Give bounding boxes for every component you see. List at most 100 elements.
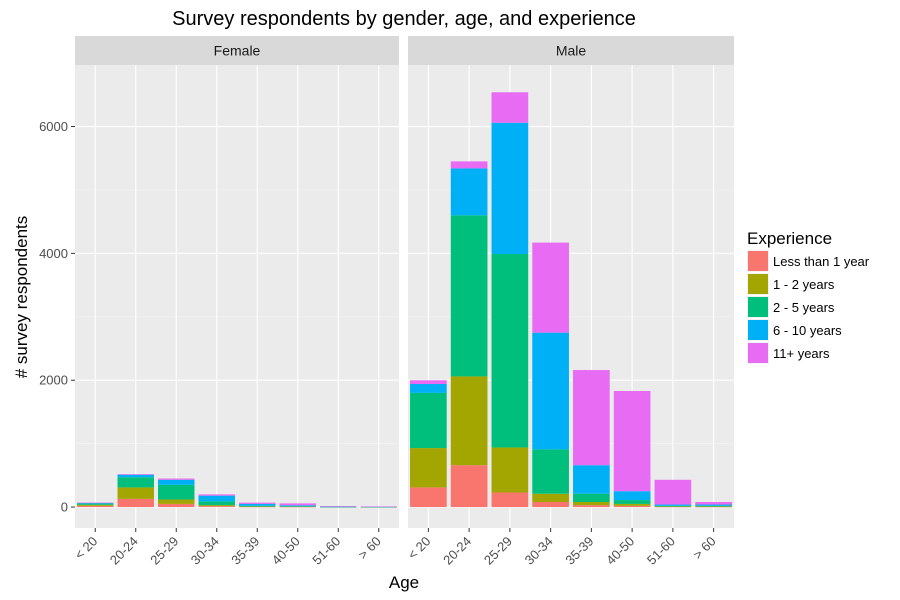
legend-label: 1 - 2 years <box>773 277 835 292</box>
legend-key <box>748 251 768 271</box>
bar-segment-female-1-1 <box>117 487 154 499</box>
x-tick-label: 30-34 <box>522 534 556 568</box>
x-tick-label: 35-39 <box>228 534 262 568</box>
bar-segment-female-4-0 <box>239 506 276 508</box>
bar-segment-male-3-4 <box>532 242 569 333</box>
bar-segment-female-4-3 <box>239 503 276 506</box>
bar-segment-female-1-3 <box>117 474 154 478</box>
bar-segment-male-4-4 <box>573 370 610 466</box>
bar-segment-male-4-1 <box>573 501 610 506</box>
bar-segment-male-6-4 <box>654 479 692 505</box>
bar-segment-female-0-3 <box>77 502 114 504</box>
bar-segment-male-6-2 <box>654 505 692 507</box>
bar-segment-female-3-4 <box>198 494 235 496</box>
bar-segment-male-4-3 <box>573 465 610 494</box>
bar-segment-male-1-1 <box>450 376 488 466</box>
bar-segment-male-6-1 <box>654 506 692 507</box>
bar-segment-male-3-3 <box>532 332 569 450</box>
bar-segment-female-3-1 <box>198 505 235 507</box>
bar-segment-female-1-2 <box>117 477 154 488</box>
bar-segment-female-4-4 <box>239 502 276 504</box>
x-tick-label: 25-29 <box>481 534 515 568</box>
bar-segment-male-7-2 <box>695 505 732 507</box>
bar-segment-female-2-4 <box>158 478 195 480</box>
x-tick-label: 35-39 <box>562 534 596 568</box>
bar-segment-female-0-0 <box>77 505 114 508</box>
bar-segment-male-7-3 <box>695 504 732 506</box>
x-tick-label: > 60 <box>690 534 719 563</box>
bar-segment-female-2-0 <box>158 503 195 508</box>
legend-key <box>748 297 768 317</box>
bar-segment-female-3-0 <box>198 506 235 508</box>
facet-strip <box>408 36 734 65</box>
bar-segment-male-4-2 <box>573 493 610 502</box>
bar-segment-male-3-1 <box>532 493 569 502</box>
x-tick-label: 20-24 <box>440 534 474 568</box>
legend-label: 11+ years <box>773 346 830 361</box>
legend-key <box>748 320 768 340</box>
bar-segment-female-5-3 <box>279 505 316 507</box>
legend: Experience Less than 1 year 1 - 2 years 2 -… <box>747 229 870 364</box>
bar-segment-male-0-1 <box>410 448 447 488</box>
bar-segment-male-2-2 <box>491 254 529 448</box>
bar-segment-female-5-4 <box>279 503 316 506</box>
bar-segment-female-7-4 <box>360 506 397 507</box>
bar-segment-male-0-4 <box>410 380 447 385</box>
bar-segment-male-5-3 <box>613 491 651 501</box>
bar-segment-male-1-3 <box>450 168 488 216</box>
y-tick-label: 4000 <box>39 246 68 261</box>
bar-segment-female-2-3 <box>158 479 195 485</box>
bar-segment-female-3-3 <box>198 495 235 502</box>
x-tick-label: 40-50 <box>269 534 303 568</box>
bar-segment-female-2-1 <box>158 499 195 504</box>
chart-title: Survey respondents by gender, age, and e… <box>172 8 636 30</box>
bar-segment-male-0-0 <box>410 487 447 508</box>
bar-segment-male-5-4 <box>613 391 651 492</box>
bar-segment-male-2-0 <box>491 492 529 508</box>
bar-segment-female-0-2 <box>77 503 114 505</box>
bar-segment-male-1-0 <box>450 465 488 508</box>
bar-segment-male-2-4 <box>491 92 529 123</box>
bar-segment-male-7-1 <box>695 506 732 507</box>
x-tick-label: 25-29 <box>147 534 181 568</box>
legend-label: Less than 1 year <box>773 254 870 269</box>
y-tick-label: 2000 <box>39 373 68 388</box>
bar-segment-female-5-1 <box>279 506 316 508</box>
bar-segment-male-0-3 <box>410 384 447 393</box>
legend-key <box>748 343 768 363</box>
bar-segment-male-5-0 <box>613 505 651 508</box>
legend-label: 6 - 10 years <box>773 323 842 338</box>
bar-segment-male-6-3 <box>654 504 692 506</box>
facet-strip-label: Female <box>214 43 261 59</box>
bar-segment-female-0-1 <box>77 504 114 506</box>
bar-segment-male-7-0 <box>695 506 732 508</box>
x-axis-title: Age <box>389 573 419 592</box>
x-tick-label: 51-60 <box>644 534 678 568</box>
bar-segment-female-6-4 <box>320 506 357 507</box>
bar-segment-male-3-2 <box>532 449 569 494</box>
bar-segment-female-3-2 <box>198 501 235 506</box>
facet-strip-label: Male <box>556 43 587 59</box>
y-axis-title: # survey respondents <box>12 216 31 379</box>
panel-background <box>75 65 399 528</box>
bar-segment-male-1-2 <box>450 215 488 377</box>
y-tick-label: 6000 <box>39 119 68 134</box>
bar-segment-female-1-4 <box>117 474 154 475</box>
legend-label: 2 - 5 years <box>773 300 835 315</box>
bar-segment-female-1-0 <box>117 498 154 508</box>
x-tick-label: 30-34 <box>188 534 222 568</box>
x-tick-label: < 20 <box>405 534 434 563</box>
bar-segment-male-6-0 <box>654 506 692 508</box>
legend-title: Experience <box>747 229 832 248</box>
legend-key <box>748 274 768 294</box>
bar-segment-male-0-2 <box>410 392 447 449</box>
x-tick-label: 40-50 <box>603 534 637 568</box>
x-tick-label: 51-60 <box>309 534 343 568</box>
bar-segment-female-0-4 <box>77 502 114 504</box>
facet-panel-female: Female 0 2000 4000 6000 < 20 20-24 25-29 30-34 35… <box>39 36 399 568</box>
bar-segment-male-3-0 <box>532 501 569 508</box>
facet-strip <box>75 36 399 65</box>
bar-segment-male-1-4 <box>450 161 488 169</box>
x-tick-label: 20-24 <box>107 534 141 568</box>
